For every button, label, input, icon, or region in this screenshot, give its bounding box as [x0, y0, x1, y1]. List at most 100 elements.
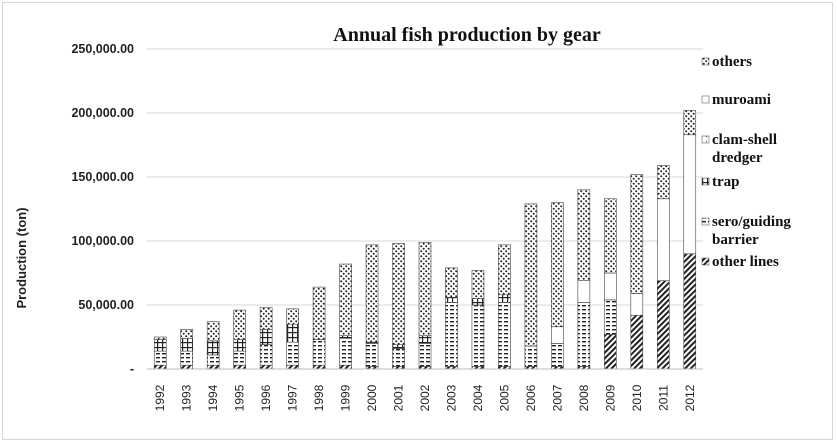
bar-segment — [577, 280, 591, 303]
bar-segment — [339, 335, 352, 339]
y-tick-label: 200,000.00 — [71, 106, 134, 120]
legend-swatch — [701, 95, 710, 104]
chart-title: Annual fish production by gear — [333, 24, 601, 46]
x-tick-label: 2000 — [365, 384, 379, 411]
bar-segment — [365, 343, 379, 367]
legend-label: other lines — [712, 254, 779, 270]
x-tick-label: 1992 — [153, 384, 167, 411]
y-tick-label: - — [130, 362, 134, 376]
x-tick-label: 1998 — [312, 384, 326, 411]
bar-segment — [445, 297, 458, 303]
bar-segment — [524, 345, 538, 367]
x-tick-label: 1997 — [286, 384, 300, 411]
bar-segment — [259, 307, 273, 330]
x-tick-label: 1996 — [259, 384, 273, 411]
bar-segment — [206, 354, 220, 366]
legend-swatch — [701, 57, 710, 66]
x-tick-label: 2004 — [471, 384, 485, 411]
bar-segment — [498, 244, 511, 296]
bar-segment — [180, 364, 194, 370]
x-tick-label: 2005 — [497, 384, 511, 411]
y-tick-label: 150,000.00 — [71, 170, 134, 184]
x-axis-ticks: 1992 1993 1994 1995 1996 1997 1998 1999 2000 2001… — [153, 384, 697, 411]
x-tick-label: 2007 — [550, 384, 564, 411]
x-tick-label: 2001 — [392, 384, 406, 411]
bar-segment — [604, 299, 617, 335]
bar-segment — [551, 202, 564, 328]
bar-segment — [286, 341, 299, 366]
bar-segment — [180, 350, 194, 366]
bar-segment — [339, 263, 352, 337]
bar-segment — [392, 344, 405, 349]
bar-segment — [471, 270, 485, 299]
bar-segment — [656, 165, 670, 200]
x-tick-label: 2009 — [603, 384, 617, 411]
x-tick-label: 2012 — [683, 384, 697, 411]
legend-label: others — [712, 54, 752, 70]
bar-segment — [445, 267, 458, 298]
x-tick-label: 1995 — [233, 384, 247, 411]
x-tick-label: 1999 — [339, 384, 353, 411]
bar-segment — [630, 174, 644, 294]
bar-segment — [577, 302, 591, 367]
legend: others muroami clam-shell dredger trap sero/g… — [701, 54, 791, 270]
bar-segment — [551, 343, 564, 367]
y-axis-ticks: - 50,000.00 100,000.00 150,000.00 200,000.00… — [71, 42, 134, 376]
legend-swatch — [701, 217, 710, 226]
bar-segment — [180, 337, 194, 352]
bar-segment — [418, 335, 432, 344]
bar-segment — [577, 189, 591, 281]
bars — [153, 110, 697, 370]
bar-segment — [656, 198, 670, 281]
bar-segment — [233, 309, 246, 340]
x-tick-label: 2010 — [630, 384, 644, 411]
x-tick-label: 2006 — [524, 384, 538, 411]
bar-segment — [498, 302, 511, 367]
bar-segment — [418, 241, 432, 337]
bar-segment — [286, 308, 299, 325]
x-tick-label: 2002 — [418, 384, 432, 411]
legend-swatch — [701, 135, 710, 144]
legend-swatch — [701, 257, 710, 266]
bar-segment — [153, 364, 167, 370]
bar-segment — [524, 203, 538, 347]
bar-segment — [339, 337, 352, 366]
bar-segment — [445, 302, 458, 367]
y-tick-label: 100,000.00 — [71, 234, 134, 248]
bar-segment — [206, 340, 220, 356]
bar-segment — [153, 336, 167, 340]
legend-label: sero/guiding barrier — [712, 214, 791, 248]
bar-segment — [418, 343, 432, 367]
bar-segment — [392, 348, 405, 367]
bar-segment — [551, 326, 564, 344]
bar-segment — [604, 198, 617, 274]
bar-segment — [312, 339, 326, 366]
legend-label: trap — [712, 174, 740, 190]
bar-segment — [153, 350, 167, 366]
x-tick-label: 2008 — [577, 384, 591, 411]
bar-segment — [604, 334, 617, 370]
bar-segment — [339, 364, 352, 370]
bar-segment — [259, 329, 273, 345]
bar-segment — [365, 244, 379, 343]
bar-segment — [259, 344, 273, 366]
bar-segment — [206, 321, 220, 342]
x-tick-label: 1993 — [180, 384, 194, 411]
x-tick-label: 1994 — [206, 384, 220, 411]
bar-segment — [683, 110, 697, 136]
bar-segment — [471, 304, 485, 367]
y-tick-label: 250,000.00 — [71, 42, 134, 56]
bar-segment — [180, 329, 194, 339]
bar-segment — [286, 364, 299, 370]
bar-segment — [630, 293, 644, 316]
bar-segment — [286, 323, 299, 343]
legend-label: clam-shell dredger — [712, 132, 777, 166]
bar-segment — [683, 134, 697, 255]
bar-segment — [312, 364, 326, 370]
bar-segment — [471, 298, 485, 306]
bar-segment — [683, 253, 697, 370]
bar-segment — [206, 364, 220, 370]
bar-segment — [604, 272, 617, 301]
y-tick-label: 50,000.00 — [78, 298, 134, 312]
